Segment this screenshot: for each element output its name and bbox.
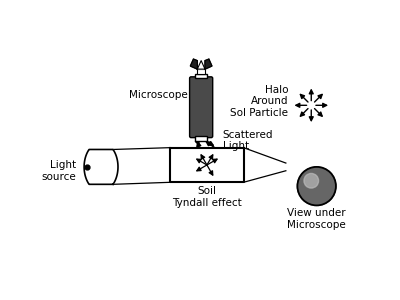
Polygon shape: [205, 59, 212, 69]
Circle shape: [298, 167, 336, 206]
Bar: [195, 74, 207, 78]
Text: Light
source: Light source: [42, 160, 76, 182]
Polygon shape: [84, 149, 118, 184]
Polygon shape: [190, 59, 197, 69]
Text: View under
Microscope: View under Microscope: [287, 208, 346, 230]
Text: Soil
Tyndall effect: Soil Tyndall effect: [172, 186, 242, 208]
Bar: [195, 136, 207, 141]
Text: Microscope: Microscope: [130, 90, 188, 100]
Circle shape: [304, 173, 318, 188]
Text: Halo
Around
Sol Particle: Halo Around Sol Particle: [230, 85, 288, 118]
FancyBboxPatch shape: [190, 77, 213, 138]
Text: Scattered
Light: Scattered Light: [223, 130, 273, 151]
Polygon shape: [197, 61, 205, 69]
Bar: [197, 69, 205, 74]
